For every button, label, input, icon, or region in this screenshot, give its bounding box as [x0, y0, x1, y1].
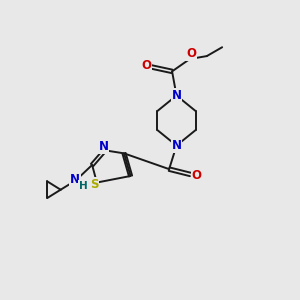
- Text: N: N: [98, 140, 108, 153]
- Text: N: N: [172, 89, 182, 102]
- Text: N: N: [172, 139, 182, 152]
- Text: H: H: [79, 181, 88, 191]
- Text: O: O: [141, 59, 151, 72]
- Text: O: O: [192, 169, 202, 182]
- Text: N: N: [70, 173, 80, 186]
- Text: O: O: [186, 47, 196, 60]
- Text: S: S: [90, 178, 98, 190]
